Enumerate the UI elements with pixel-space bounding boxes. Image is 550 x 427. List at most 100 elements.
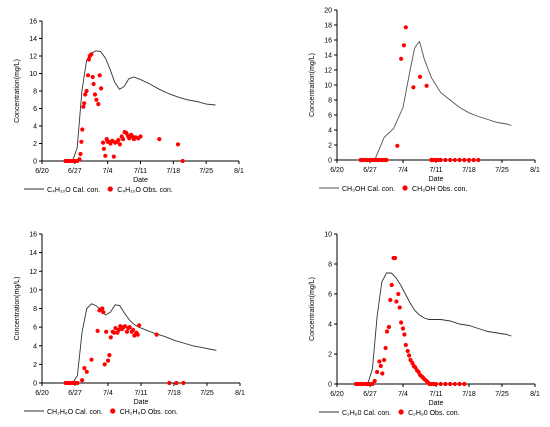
data-point [79, 139, 84, 144]
data-point [433, 381, 439, 387]
x-tick-label: 7/4 [103, 168, 113, 175]
data-point [452, 157, 457, 163]
chart-panel-4: 0 2 4 6 8 10 6/20 6/27 7/4 7/11 7/18 7/25 8/1 Date Con… [309, 232, 540, 418]
data-point [86, 57, 91, 62]
data-point [370, 381, 375, 387]
data-point [380, 371, 385, 376]
y-tick-label: 14 [29, 250, 37, 257]
data-point [384, 157, 389, 163]
data-point [108, 335, 113, 340]
y-tick-label: 2 [328, 143, 332, 150]
x-tick-label: 7/25 [495, 391, 509, 398]
data-point [167, 380, 172, 386]
data-point [457, 381, 462, 387]
legend-label: C₂H₆0 Obs. con. [408, 410, 460, 417]
data-point [438, 157, 443, 163]
x-tick-label: 7/11 [134, 390, 147, 397]
data-point [174, 380, 179, 386]
x-axis-title: Date [134, 399, 149, 406]
data-point [94, 97, 99, 102]
x-tick-label: 6/20 [35, 390, 49, 397]
data-point [476, 157, 481, 163]
y-tick-label: 2 [33, 362, 37, 369]
x-tick-label: 8/1 [530, 167, 540, 174]
data-point [443, 381, 448, 387]
y-tick-label: 0 [328, 382, 332, 389]
x-axis-title: Date [133, 177, 148, 184]
x-tick-label: 7/25 [495, 167, 509, 174]
data-point [400, 326, 406, 331]
data-point [100, 140, 106, 145]
data-point [105, 358, 111, 363]
data-point [89, 357, 94, 362]
data-point [438, 381, 443, 387]
legend-marker-swatch [402, 185, 408, 191]
x-tick-label: 8/1 [530, 391, 540, 398]
data-point [383, 345, 388, 351]
y-tick-label: 2 [33, 141, 37, 148]
series-line [65, 50, 216, 162]
data-point [462, 381, 467, 387]
y-tick-label: 4 [328, 322, 332, 329]
x-tick-label: 7/18 [167, 390, 181, 397]
data-point [411, 85, 416, 90]
data-point [378, 363, 383, 369]
data-point [111, 154, 116, 159]
data-point [403, 25, 408, 30]
x-axis-title: Date [429, 176, 444, 183]
x-tick-label: 6/27 [68, 390, 82, 397]
data-point [402, 332, 407, 337]
x-tick-label: 6/20 [330, 391, 344, 398]
legend-label: CH₃OH Obs. con. [412, 186, 467, 193]
x-tick-label: 7/25 [200, 390, 214, 397]
data-point [104, 329, 109, 334]
y-tick-label: 16 [29, 19, 37, 26]
y-tick-label: 10 [29, 287, 37, 294]
chart-panel-1: 0 2 4 6 8 10 12 14 16 6/20 6/27 7/4 7/11 7/18 7/25 8/1 D… [14, 19, 244, 195]
x-tick-label: 8/1 [235, 390, 245, 397]
y-tick-label: 20 [324, 8, 332, 15]
data-point [127, 136, 132, 141]
data-point [85, 73, 91, 78]
y-tick-label: 2 [328, 352, 332, 359]
data-point [82, 101, 87, 106]
y-tick-label: 14 [324, 53, 332, 60]
data-point [130, 327, 136, 332]
x-tick-label: 6/20 [35, 168, 49, 175]
y-tick-label: 12 [29, 54, 37, 61]
data-point [399, 56, 404, 61]
data-point [135, 332, 140, 337]
data-point [81, 104, 86, 109]
data-point [375, 369, 380, 375]
data-point [99, 86, 104, 91]
data-point [443, 157, 448, 163]
data-point [100, 306, 105, 311]
data-point [384, 329, 390, 334]
x-tick-label: 7/11 [134, 168, 147, 175]
legend-label: C₄H₁₀O Obs. con. [117, 187, 173, 194]
data-point [137, 323, 142, 328]
data-point [138, 134, 143, 139]
y-tick-label: 6 [328, 113, 332, 120]
data-point [181, 380, 186, 386]
data-point [471, 157, 476, 163]
y-tick-label: 4 [33, 343, 37, 350]
data-point [80, 127, 85, 132]
x-tick-label: 7/18 [462, 167, 476, 174]
y-tick-label: 14 [29, 36, 37, 43]
x-tick-label: 7/4 [103, 390, 113, 397]
data-point [80, 378, 85, 383]
x-tick-label: 7/4 [398, 167, 408, 174]
y-axis-title: Concentration(mg/L) [14, 59, 21, 123]
series-line [360, 272, 512, 385]
data-point [392, 255, 398, 261]
y-tick-label: 8 [328, 98, 332, 105]
chart-panel-2: 0 2 4 6 8 10 12 14 16 18 20 6/20 6/27 7/4 7/11 7/18 7/25… [309, 8, 540, 194]
data-point [127, 325, 132, 330]
data-point [113, 326, 118, 331]
y-tick-label: 4 [33, 124, 37, 131]
y-tick-label: 6 [328, 292, 332, 299]
y-tick-label: 8 [328, 262, 332, 269]
data-point [154, 332, 159, 337]
data-point [75, 380, 80, 386]
